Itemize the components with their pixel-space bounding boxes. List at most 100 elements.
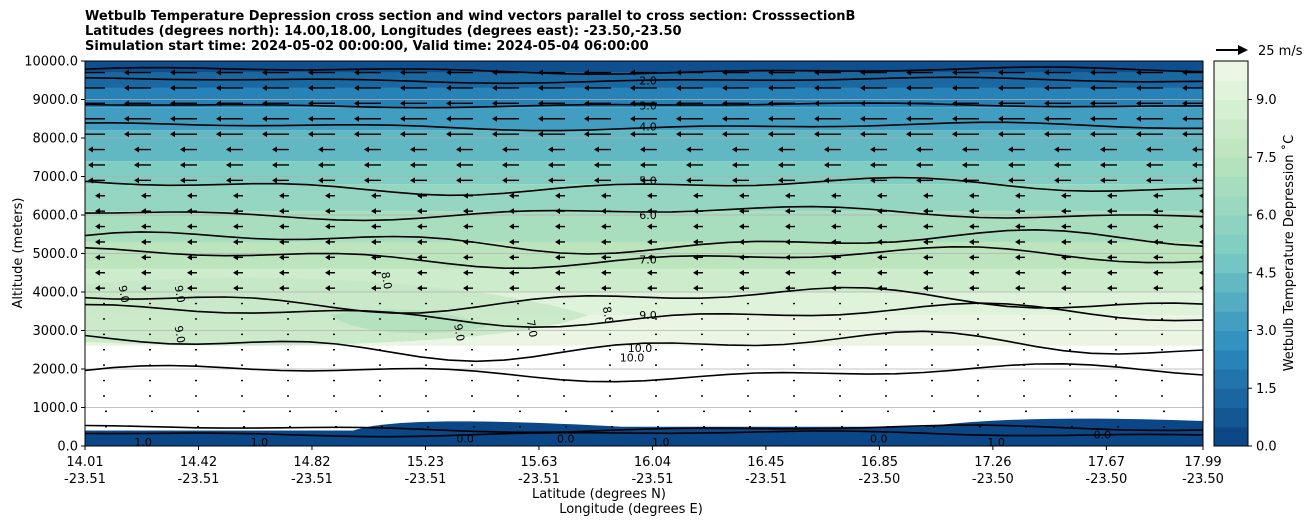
contour-label: 4.0 — [639, 120, 657, 133]
wind-vector-head — [1146, 177, 1151, 184]
wind-vector-head — [170, 100, 175, 107]
wind-vector-head — [456, 146, 461, 153]
wind-vector-head — [95, 192, 100, 199]
wind-vector-head — [1199, 224, 1203, 229]
wind-vector-head — [555, 269, 560, 276]
wind-vector-head — [502, 161, 507, 168]
wind-vector-head — [463, 285, 468, 292]
wind-vector-head — [952, 131, 957, 138]
wind-vector-head — [180, 161, 185, 168]
wind-vector-head — [1136, 69, 1141, 76]
wind-vector-head — [308, 69, 313, 76]
wind-vector-head — [1100, 161, 1105, 168]
wind-vector-head — [860, 131, 865, 138]
colorbar-tick-label: 3.0 — [1256, 324, 1277, 339]
wind-vector-head — [1199, 193, 1203, 199]
wind-vector-head — [417, 223, 422, 230]
wind-vector-head — [962, 161, 967, 168]
wind-vector-head — [325, 192, 330, 199]
wind-vector-head — [1199, 285, 1203, 291]
wind-vector-head — [1153, 223, 1158, 230]
wind-vector-head — [1199, 270, 1203, 276]
wind-vector-head — [272, 146, 277, 153]
contour-label: 0.0 — [1094, 428, 1112, 441]
wind-vector-head — [860, 100, 865, 107]
wind-vector-head — [1090, 100, 1095, 107]
wind-vector-head — [969, 254, 974, 261]
wind-vector-head — [998, 100, 1003, 107]
wind-vector-head — [630, 115, 635, 122]
wind-vector-head — [768, 69, 773, 76]
wind-vector-head — [969, 269, 974, 276]
wind-vector-head — [923, 254, 928, 261]
colorbar-tick-label: 0.0 — [1256, 440, 1277, 455]
wind-vector-head — [676, 131, 681, 138]
wind-vector-head — [1182, 131, 1187, 138]
wind-vector-head — [1182, 69, 1187, 76]
wind-vector-head — [732, 177, 737, 184]
wind-vector-head — [400, 84, 405, 91]
quiver-key: 25 m/s — [1216, 44, 1303, 59]
colorbar-segment — [1214, 292, 1248, 312]
wind-vector-head — [686, 177, 691, 184]
contour-label: 8.0 — [378, 271, 394, 290]
wind-vector-head — [877, 192, 882, 199]
wind-vector-head — [88, 177, 93, 184]
wind-vector-head — [676, 100, 681, 107]
wind-vector-head — [1061, 208, 1066, 215]
wind-vector-head — [463, 208, 468, 215]
wind-vector-head — [722, 115, 727, 122]
x-tick-label-lat: 16.45 — [747, 455, 784, 470]
fill-band — [85, 345, 1203, 431]
fill-blob — [330, 309, 488, 334]
wind-vector-head — [446, 69, 451, 76]
wind-vector-head — [318, 161, 323, 168]
wind-vector-head — [785, 285, 790, 292]
wind-vector-head — [739, 269, 744, 276]
wind-vector-head — [502, 177, 507, 184]
wind-vector-head — [141, 269, 146, 276]
contour-label: 9.0 — [451, 323, 467, 342]
wind-vector-head — [463, 223, 468, 230]
wind-vector-head — [308, 84, 313, 91]
x-tick-label-lon: -23.51 — [64, 472, 106, 487]
wind-vector-head — [962, 146, 967, 153]
wind-vector-head — [1054, 161, 1059, 168]
wind-vector-head — [722, 69, 727, 76]
colorbar-segment — [1214, 311, 1248, 331]
wind-vector-head — [1107, 192, 1112, 199]
contour-label: 1.0 — [251, 436, 269, 449]
wind-vector-head — [279, 192, 284, 199]
x-axis: 14.01 -23.51 14.42 -23.51 14.82 -23.51 15.23 -2… — [64, 446, 1224, 487]
contour-label: 6.0 — [639, 209, 657, 222]
wind-vector-head — [831, 223, 836, 230]
x-tick-label-lon: -23.51 — [291, 472, 333, 487]
wind-vector-head — [814, 69, 819, 76]
wind-vector-head — [1153, 269, 1158, 276]
x-tick-label-lon: -23.51 — [745, 472, 787, 487]
wind-vector-head — [187, 192, 192, 199]
x-tick-label-lat: 15.63 — [520, 455, 557, 470]
wind-vector-head — [95, 223, 100, 230]
wind-vector-head — [124, 84, 129, 91]
wind-vector-head — [1008, 146, 1013, 153]
wind-vector-head — [969, 238, 974, 245]
colorbar-segment — [1214, 272, 1248, 293]
wind-vector-head — [824, 146, 829, 153]
wind-vector-head — [647, 285, 652, 292]
wind-vector-head — [318, 177, 323, 184]
wind-vector-head — [492, 100, 497, 107]
wind-vector-head — [778, 161, 783, 168]
wind-vector-head — [1015, 208, 1020, 215]
wind-vector-head — [998, 84, 1003, 91]
quiver-key-arrowhead — [1238, 45, 1248, 55]
wind-vector-head — [952, 69, 957, 76]
wind-vector-head — [768, 131, 773, 138]
x-tick-label-lon: -23.50 — [1085, 472, 1127, 487]
contour-lines — [85, 66, 1203, 438]
wind-vector-head — [233, 269, 238, 276]
wind-vector-head — [502, 146, 507, 153]
wind-vector-head — [998, 131, 1003, 138]
wind-vector-head — [877, 223, 882, 230]
